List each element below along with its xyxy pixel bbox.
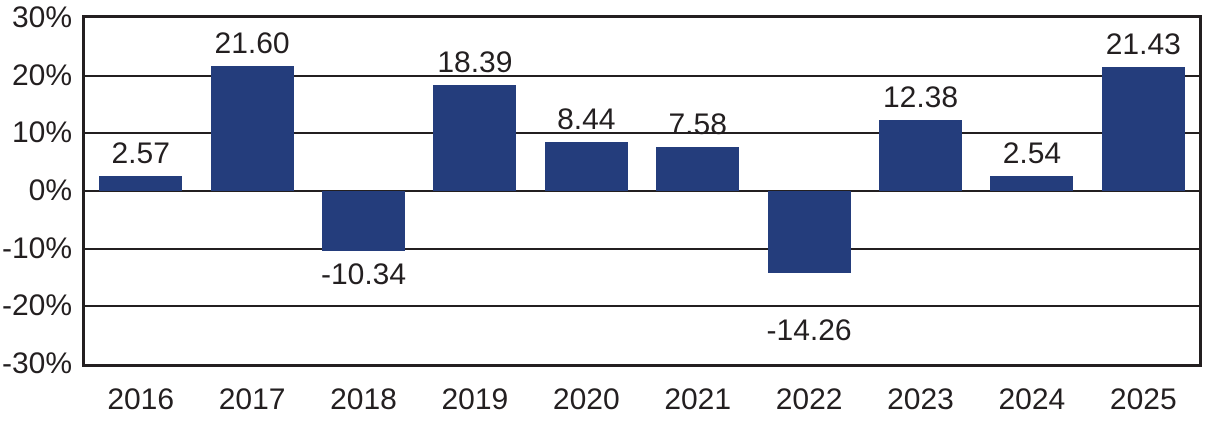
x-tick-label: 2017 — [218, 383, 286, 416]
y-tick-label: 30% — [11, 1, 72, 34]
bar-value-label: 21.43 — [1105, 28, 1181, 62]
plot-area: 2.57 21.60 -10.34 18.39 8.44 7.58 -14.26 12.38 2… — [82, 15, 1202, 367]
bar — [99, 176, 183, 191]
x-tick-label: 2023 — [887, 383, 954, 416]
bar — [990, 176, 1074, 191]
x-tick-label: 2016 — [107, 383, 175, 416]
x-axis: 2016 2017 2018 2019 2020 2021 2022 2023 2024 2025 — [85, 383, 1199, 417]
y-tick-label: -30% — [1, 347, 72, 380]
x-tick-label: 2024 — [998, 383, 1066, 416]
y-tick-label: 20% — [11, 58, 72, 92]
x-tick-label: 2020 — [552, 383, 620, 416]
bar — [879, 119, 962, 191]
bar-value-label: 2.57 — [111, 137, 170, 171]
bar-value-label: 2.54 — [1002, 137, 1062, 171]
bar-value-label: 7.58 — [668, 108, 727, 142]
x-tick-label: 2018 — [330, 383, 397, 416]
y-tick-label: -20% — [1, 289, 72, 323]
y-tick-label: 0% — [28, 174, 72, 207]
gridline — [85, 247, 1199, 250]
gridline — [85, 74, 1199, 77]
bar-value-label: 12.38 — [882, 80, 959, 114]
x-tick-label: 2025 — [1109, 383, 1177, 416]
bar — [656, 147, 740, 191]
bar-value-label: 8.44 — [557, 103, 616, 137]
gridline — [85, 190, 1199, 192]
bar-value-label: -10.34 — [320, 257, 407, 291]
bar-value-label: 21.60 — [214, 27, 290, 61]
bar — [322, 191, 405, 251]
bar — [767, 191, 851, 274]
bar — [1101, 67, 1185, 191]
bar — [433, 84, 517, 191]
gridline — [85, 305, 1199, 308]
bar — [544, 142, 628, 191]
bar-value-label: -14.26 — [766, 314, 852, 348]
y-tick-label: 10% — [11, 116, 72, 150]
gridline — [85, 132, 1199, 135]
bar-value-label: 18.39 — [437, 45, 513, 79]
y-tick-label: -10% — [1, 231, 72, 265]
bar — [210, 66, 294, 191]
x-tick-label: 2019 — [441, 383, 509, 416]
x-tick-label: 2022 — [775, 383, 843, 416]
x-tick-label: 2021 — [664, 383, 732, 416]
